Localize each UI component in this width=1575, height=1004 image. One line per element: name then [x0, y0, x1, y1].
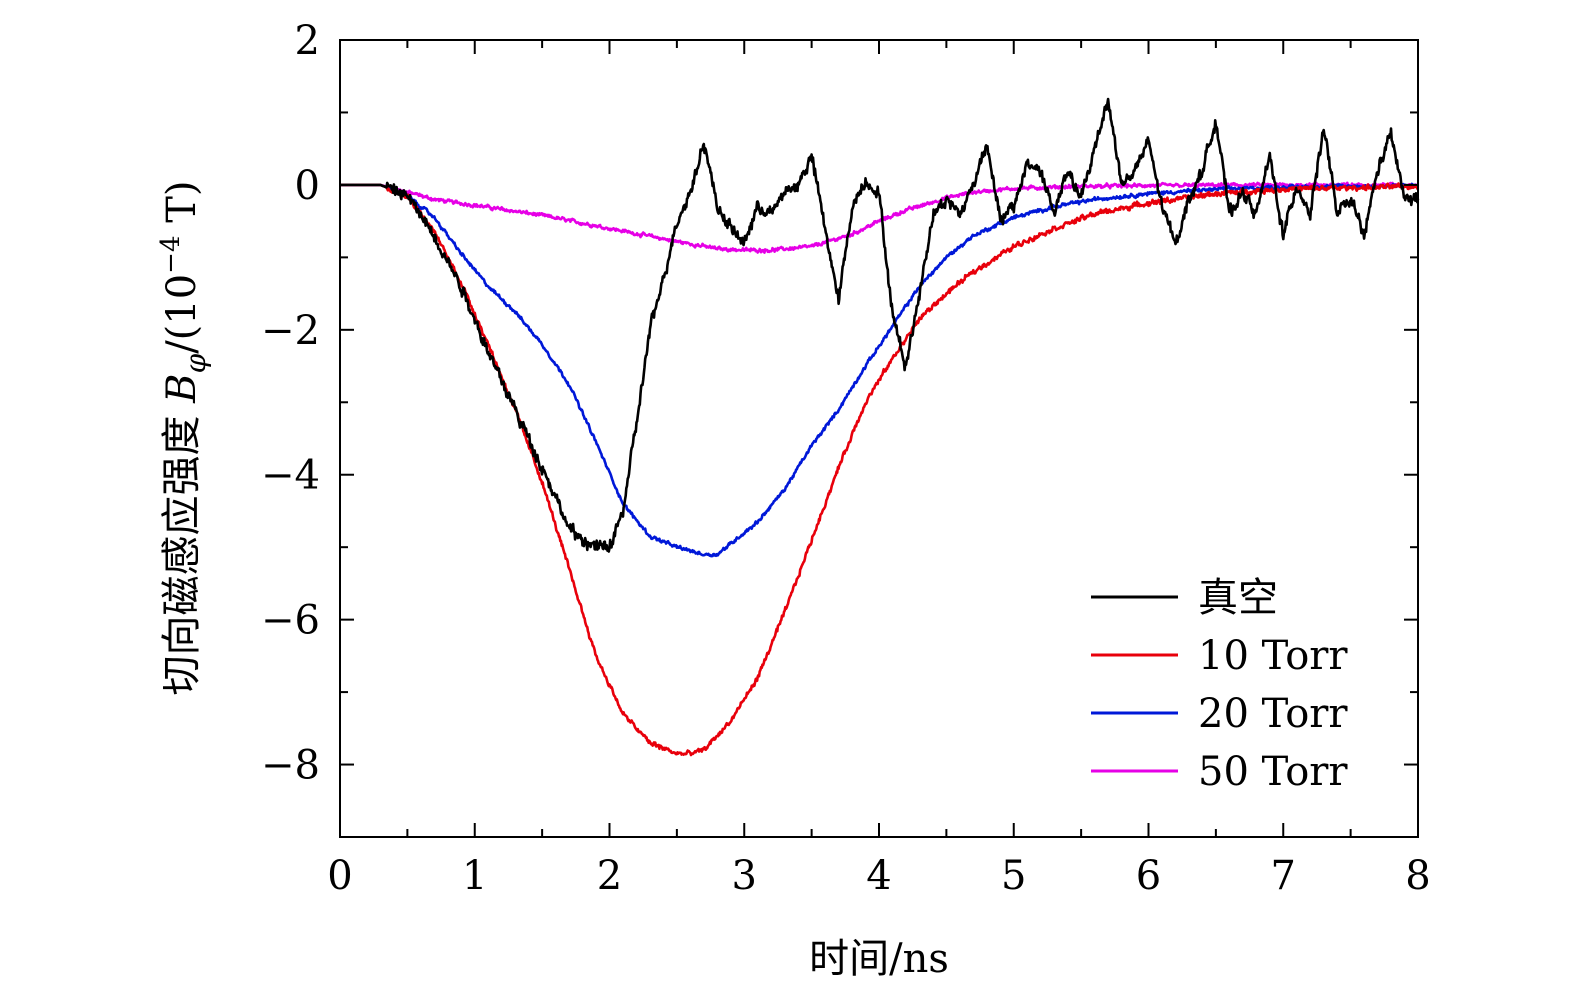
x-tick-label: 1 — [462, 853, 487, 899]
legend-label: 20 Torr — [1198, 691, 1348, 737]
legend-label: 10 Torr — [1198, 633, 1348, 679]
x-tick-label: 6 — [1136, 853, 1161, 899]
y-tick-label: −2 — [261, 308, 320, 354]
legend-label: 真空 — [1198, 575, 1278, 621]
y-tick-label: −6 — [261, 598, 320, 644]
y-tick-label: 2 — [295, 18, 320, 64]
legend-label: 50 Torr — [1198, 749, 1348, 795]
series-line-3 — [339, 181, 1420, 254]
y-axis-title-prefix: 切向磁感应强度 — [159, 403, 205, 696]
x-tick-label: 0 — [327, 853, 352, 899]
x-tick-label: 2 — [597, 853, 622, 899]
x-axis-ticks: 0 1 2 3 4 5 6 7 8 — [327, 40, 1431, 899]
y-axis-title: 切向磁感应强度 Bφ/(10−4 T) — [156, 180, 212, 695]
series-line-0 — [339, 97, 1420, 553]
x-tick-label: 3 — [732, 853, 757, 899]
y-axis-title-exponent: −4 — [156, 235, 186, 273]
series-line-2 — [339, 182, 1419, 558]
y-axis-title-unit-open: /(10 — [159, 274, 205, 354]
x-tick-label: 5 — [1001, 853, 1026, 899]
y-tick-label: 0 — [295, 163, 320, 209]
y-axis-title-subscript: φ — [179, 353, 212, 373]
x-axis-title: 时间/ns — [809, 936, 949, 982]
legend: 真空 10 Torr 20 Torr 50 Torr — [1091, 575, 1348, 795]
y-tick-label: −8 — [261, 743, 320, 789]
x-tick-label: 8 — [1405, 853, 1430, 899]
series-layer — [339, 97, 1420, 757]
y-axis-title-unit-close: T) — [159, 180, 205, 235]
x-tick-label: 7 — [1271, 853, 1296, 899]
y-axis-ticks: 2 0 −2 −4 −6 −8 — [261, 18, 1418, 838]
x-tick-label: 4 — [866, 853, 891, 899]
y-axis-title-symbol: B — [159, 373, 205, 403]
y-tick-label: −4 — [261, 453, 320, 499]
